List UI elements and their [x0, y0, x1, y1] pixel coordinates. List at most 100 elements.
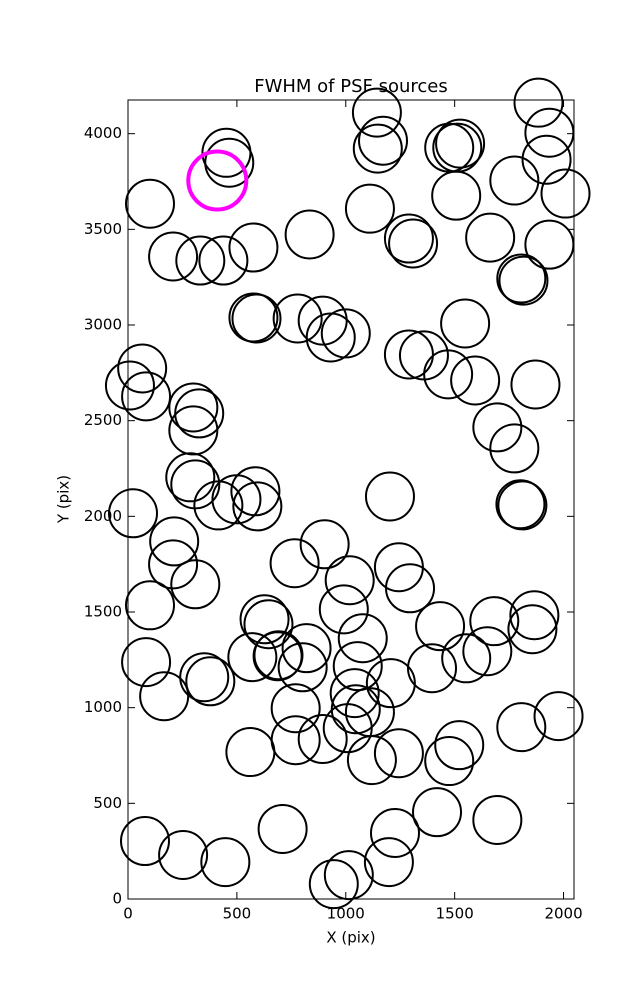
- psf-source: [185, 656, 236, 707]
- y-axis-label: Y (pix): [55, 475, 73, 524]
- psf-source: [277, 642, 328, 693]
- psf-source: [124, 178, 175, 229]
- psf-source: [441, 633, 492, 684]
- psf-source: [344, 183, 395, 234]
- psf-source: [121, 637, 172, 688]
- psf-source: [119, 816, 170, 867]
- psf-source: [415, 601, 466, 652]
- y-tick-label: 4000: [84, 124, 122, 142]
- psf-source: [496, 253, 547, 304]
- y-tick-label: 1500: [84, 603, 122, 621]
- psf-source: [232, 481, 283, 532]
- psf-source: [489, 423, 540, 474]
- psf-source: [225, 727, 276, 778]
- psf-source: [284, 209, 335, 260]
- psf-source: [513, 77, 564, 128]
- psf-source: [431, 170, 482, 221]
- psf-source: [383, 213, 434, 264]
- psf-source: [329, 668, 380, 719]
- y-tick-label: 500: [93, 794, 122, 812]
- psf-source: [346, 735, 397, 786]
- psf-source: [149, 516, 200, 567]
- psf-source: [108, 488, 159, 539]
- x-tick-label: 0: [123, 905, 133, 923]
- psf-source: [435, 118, 486, 169]
- psf-source: [158, 829, 209, 880]
- x-tick-label: 2000: [544, 905, 582, 923]
- psf-source: [423, 349, 474, 400]
- psf-source: [308, 859, 359, 910]
- psf-source: [165, 452, 216, 503]
- psf-source: [524, 107, 575, 158]
- psf-source: [332, 641, 383, 692]
- psf-source: [489, 155, 540, 206]
- psf-source: [510, 359, 561, 410]
- psf-source: [469, 596, 520, 647]
- psf-source: [497, 480, 548, 531]
- psf-source: [373, 728, 424, 779]
- psf-source: [257, 803, 308, 854]
- y-tick-label: 2000: [84, 507, 122, 525]
- psf-source: [364, 471, 415, 522]
- psf-source: [407, 643, 458, 694]
- psf-source: [388, 218, 439, 269]
- psf-source: [324, 555, 375, 606]
- psf-source: [322, 703, 373, 754]
- chart-title: FWHM of PSF sources: [254, 76, 448, 97]
- psf-source: [318, 584, 369, 635]
- psf-source: [495, 479, 546, 530]
- psf-source: [117, 343, 168, 394]
- psf-source: [524, 219, 575, 270]
- psf-source: [139, 671, 190, 722]
- psf-source: [231, 293, 282, 344]
- psf-source: [299, 519, 350, 570]
- psf-source: [269, 538, 320, 589]
- psf-source: [465, 212, 516, 263]
- psf-source: [230, 466, 281, 517]
- y-tick-label: 2500: [84, 411, 122, 429]
- y-tick-label: 0: [112, 890, 122, 908]
- psf-source: [228, 222, 279, 273]
- psf-source: [533, 691, 584, 742]
- psf-source: [281, 623, 332, 674]
- psf-source: [365, 658, 416, 709]
- psf-source: [198, 235, 249, 286]
- psf-source: [385, 563, 436, 614]
- plot-frame: [127, 99, 575, 900]
- psf-source: [186, 149, 249, 212]
- psf-source: [507, 604, 558, 655]
- psf-source: [121, 371, 172, 422]
- psf-source: [363, 837, 414, 888]
- y-tick-label: 1000: [84, 698, 122, 716]
- y-tick-label: 3000: [84, 316, 122, 334]
- psf-source: [193, 480, 244, 531]
- psf-source: [168, 382, 219, 433]
- psf-source: [337, 613, 388, 664]
- psf-source: [227, 632, 278, 683]
- psf-source: [239, 594, 290, 645]
- x-axis-label: X (pix): [326, 929, 375, 947]
- psf-source: [297, 714, 348, 765]
- psf-source: [496, 702, 547, 753]
- psf-source: [521, 134, 572, 185]
- psf-source: [305, 312, 356, 363]
- psf-source: [472, 402, 523, 453]
- y-tick-label: 3500: [84, 220, 122, 238]
- psf-source: [243, 599, 294, 650]
- psf-source: [424, 736, 475, 787]
- psf-source: [124, 580, 175, 631]
- x-tick-label: 500: [223, 905, 252, 923]
- psf-source: [352, 123, 403, 174]
- psf-source: [412, 787, 463, 838]
- x-tick-label: 1000: [327, 905, 365, 923]
- psf-source: [270, 683, 321, 734]
- psf-source: [148, 539, 199, 590]
- psf-source: [369, 807, 420, 858]
- psf-source: [462, 626, 513, 677]
- psf-source: [200, 837, 251, 888]
- psf-source: [272, 293, 323, 344]
- psf-source: [104, 360, 155, 411]
- psf-source: [320, 308, 371, 359]
